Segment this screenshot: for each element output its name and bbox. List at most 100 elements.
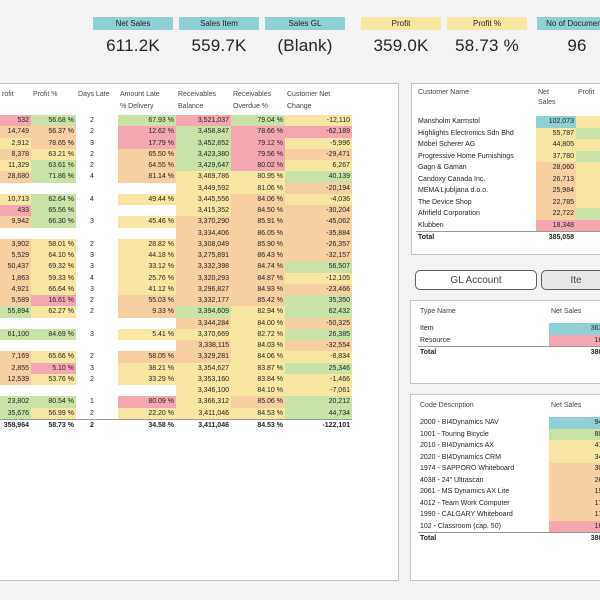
list-item[interactable]: Gagn & Gaman 28,06059.3 bbox=[416, 162, 600, 174]
column-header[interactable]: Profit % bbox=[33, 91, 58, 98]
table-cell: 19,610 bbox=[549, 486, 600, 498]
table-cell: 4 bbox=[90, 173, 94, 181]
table-row: 1,863 59.33 % 4 25.76 % 3,320,293 84.87 % -12,… bbox=[0, 272, 352, 284]
table-cell: 3,308,049 bbox=[176, 238, 231, 250]
table-cell: 66.30 % bbox=[31, 216, 76, 228]
table-cell: 82.72 % bbox=[231, 328, 285, 340]
table-cell: 9,942 bbox=[0, 216, 31, 228]
list-item[interactable]: 1001 - Touring Bicycle 80,800 bbox=[418, 428, 600, 440]
column-header[interactable]: Net Sales bbox=[551, 402, 582, 409]
column-header[interactable]: Receivables Balance bbox=[178, 91, 217, 110]
table-cell: 2000 - BI4Dynamics NAV bbox=[420, 419, 499, 426]
table-cell: 16.61 % bbox=[31, 295, 76, 307]
table-row: 7,169 65.66 % 2 58.05 % 3,329,281 84.06 % -8,8… bbox=[0, 351, 352, 363]
table-cell: 86.05 % bbox=[231, 227, 285, 239]
column-header[interactable]: Amount Late % Delivery bbox=[120, 91, 160, 110]
table-cell bbox=[76, 228, 118, 239]
table-cell: The Device Shop bbox=[418, 198, 472, 206]
table-cell: -50,325 bbox=[285, 317, 352, 329]
table-cell: 433 bbox=[0, 205, 31, 217]
column-header[interactable]: rofit bbox=[2, 91, 14, 98]
table-cell bbox=[31, 183, 76, 194]
list-item[interactable]: 2020 - BI4Dynamics CRM 34,077 bbox=[418, 451, 600, 463]
table-cell: 35,350 bbox=[285, 295, 352, 307]
table-cell: 59.33 % bbox=[31, 272, 76, 284]
list-item[interactable]: 1990 - CALGARY Whiteboard 17,156 bbox=[418, 509, 600, 521]
list-item[interactable]: 4012 - Team Work Computer 17,160 bbox=[418, 497, 600, 509]
column-header[interactable]: Code Description bbox=[420, 402, 474, 409]
list-item[interactable]: Afrifield Corporation 22,72285.8 bbox=[416, 208, 600, 220]
table-cell bbox=[118, 385, 176, 396]
table-cell: 80,800 bbox=[549, 428, 600, 440]
column-header[interactable]: Customer Net Change bbox=[287, 91, 331, 110]
list-item[interactable]: 2010 - BI4Dynamics AX 41,025 bbox=[418, 440, 600, 452]
table-row: 3,334,406 86.05 % -35,884 bbox=[0, 227, 352, 239]
table-cell bbox=[0, 318, 31, 329]
kpi-card: Profit 359.0K bbox=[361, 17, 441, 56]
table-cell bbox=[118, 205, 176, 216]
kpi-card: Net Sales 611.2K bbox=[93, 17, 173, 56]
column-header[interactable]: Net Sales bbox=[551, 308, 582, 315]
list-item[interactable]: Highlights Electronics Sdn Bhd 55,78793.1 bbox=[416, 127, 600, 139]
table-cell: 2 bbox=[90, 150, 94, 158]
kpi-label: No of Documents bbox=[537, 17, 600, 30]
table-cell bbox=[76, 318, 118, 329]
table-cell: Highlights Electronics Sdn Bhd bbox=[418, 129, 514, 137]
table-cell bbox=[31, 318, 76, 329]
table-cell: 3,902 bbox=[0, 238, 31, 250]
table-cell: 33.29 % bbox=[118, 373, 176, 385]
table-cell: 3,370,290 bbox=[176, 216, 231, 228]
table-cell: 3,469,786 bbox=[176, 171, 231, 183]
table-cell: -45,062 bbox=[285, 216, 352, 228]
table-cell: 22,722 bbox=[536, 208, 576, 220]
column-header[interactable]: Days Late bbox=[78, 91, 110, 98]
column-header[interactable]: Net Sales bbox=[538, 89, 556, 106]
table-cell: 1 bbox=[90, 398, 94, 406]
list-item[interactable]: Möbel Scherer AG 44,80562.9 bbox=[416, 139, 600, 151]
list-item[interactable]: Progressive Home Furnishings 37,78075.1 bbox=[416, 150, 600, 162]
table-cell: 62.64 % bbox=[31, 193, 76, 205]
table-cell: 85.90 % bbox=[231, 238, 285, 250]
column-header[interactable]: Profit bbox=[578, 89, 595, 96]
table-row: 14,749 56.37 % 2 12.62 % 3,458,847 78.66 % -62… bbox=[0, 126, 352, 138]
table-cell: 3 bbox=[90, 252, 94, 259]
type-table: Type Name Net Sales Item 363,605 Resource 16… bbox=[418, 307, 600, 359]
table-cell: 84.69 % bbox=[31, 328, 76, 340]
table-cell: 56.99 % bbox=[31, 407, 76, 420]
table-cell: Mansholm Karmstol bbox=[418, 118, 480, 125]
table-cell: Candoxy Canada Inc. bbox=[418, 175, 486, 183]
column-header[interactable]: Receivables Overdue % bbox=[233, 91, 272, 110]
list-item[interactable]: 2000 - BI4Dynamics NAV 94,424 bbox=[418, 417, 600, 429]
table-cell bbox=[0, 183, 31, 194]
list-item[interactable]: Candoxy Canada Inc. 26,71353.0 bbox=[416, 173, 600, 185]
list-item[interactable]: 1974 - SAPPORO Whiteboard 30,804 bbox=[418, 463, 600, 475]
list-item[interactable]: Mansholm Karmstol 102,07364.1 bbox=[416, 116, 600, 128]
table-cell: 5.41 % bbox=[118, 328, 176, 340]
table-cell: 83.87 % bbox=[231, 362, 285, 374]
table-cell: 2 bbox=[90, 240, 94, 248]
table-cell: Möbel Scherer AG bbox=[418, 141, 476, 148]
table-cell: 53.76 % bbox=[31, 373, 76, 385]
kpi-card: Sales Item 559.7K bbox=[179, 17, 259, 56]
list-item[interactable]: Klubben 18,348-6.1 bbox=[416, 219, 600, 232]
table-cell: 3,338,115 bbox=[176, 340, 231, 352]
table-cell: 16,578 bbox=[549, 334, 600, 347]
column-header[interactable]: Customer Name bbox=[418, 89, 469, 96]
list-item[interactable]: MEMA Ljubljana d.o.o. 25,98460.3 bbox=[416, 185, 600, 197]
list-item[interactable]: 4038 - 24" Ultrascan 26,523 bbox=[418, 474, 600, 486]
item-button[interactable]: Ite bbox=[541, 270, 600, 290]
total-cell: 2 bbox=[76, 418, 118, 431]
list-item[interactable]: Item 363,605 bbox=[418, 323, 600, 335]
table-cell: 12.62 % bbox=[118, 126, 176, 138]
column-header[interactable]: Type Name bbox=[420, 308, 456, 315]
table-cell: 1,863 bbox=[0, 272, 31, 284]
total-cell: 3,411,046 bbox=[176, 418, 231, 431]
kpi-label: Sales Item bbox=[179, 17, 259, 30]
list-item[interactable]: 102 - Classroom (cap. 50) 16,578 bbox=[418, 520, 600, 533]
list-item[interactable]: Resource 16,578 bbox=[418, 334, 600, 347]
list-item[interactable]: The Device Shop 22,78560.9 bbox=[416, 196, 600, 208]
gl-account-button[interactable]: GL Account bbox=[415, 270, 537, 290]
table-cell: -62,189 bbox=[285, 126, 352, 138]
list-item[interactable]: 2061 - MS Dynamics AX Lite 19,610 bbox=[418, 486, 600, 498]
